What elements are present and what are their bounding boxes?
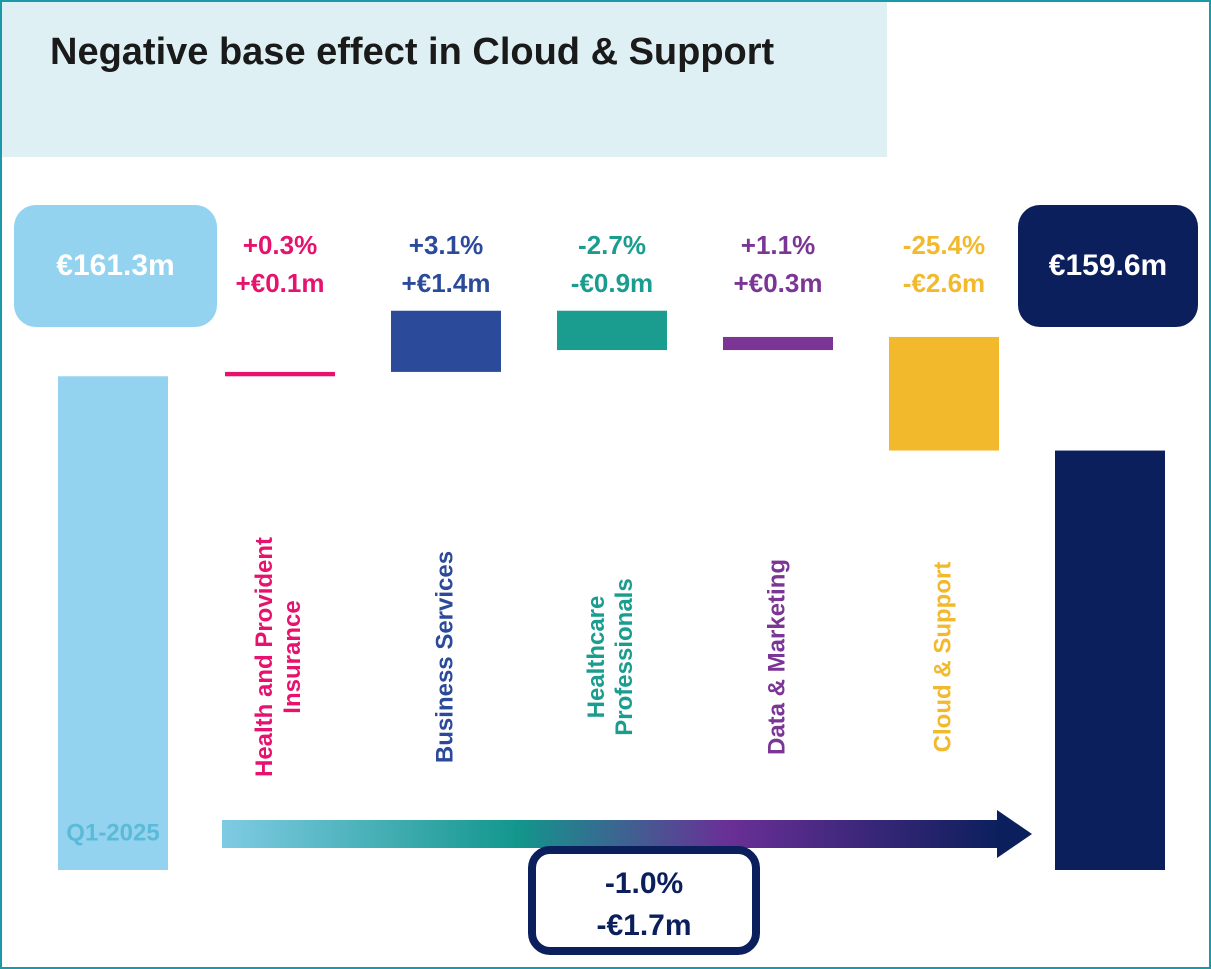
total-label-box [14,205,217,327]
delta-bar [225,371,335,377]
total-label-box [1018,205,1198,327]
value-label: +€0.1m [236,268,325,298]
total-change-value: -€1.7m [596,909,691,942]
total-bar [58,376,168,870]
value-label: +€0.3m [734,268,823,298]
total-change-percent: -1.0% [605,867,683,900]
total-value-label: €159.6m [1049,249,1167,282]
delta-bar [557,310,667,351]
percent-label: -25.4% [903,230,985,260]
value-label: -€0.9m [571,268,653,298]
category-label: Health and ProvidentInsurance [251,537,306,777]
value-label: -€2.6m [903,268,985,298]
category-label: Business Services [431,551,458,763]
total-bar [1055,450,1165,870]
x-tick-label: Q1-2025 [66,819,159,846]
delta-bar [391,310,501,372]
category-label: Data & Marketing [763,559,790,755]
category-label: HealthcareProfessionals [583,578,638,735]
percent-label: +0.3% [243,230,317,260]
value-label: +€1.4m [402,268,491,298]
chart-title: Negative base effect in Cloud & Support [50,31,775,73]
delta-bar [889,336,999,451]
percent-label: +1.1% [741,230,815,260]
percent-label: +3.1% [409,230,483,260]
arrow-shaft [222,820,1002,848]
x-tick-label: Q1-2026 [1063,819,1156,846]
arrow-head [997,810,1032,858]
total-change-box [528,846,760,955]
total-value-label: €161.3m [56,249,174,282]
percent-label: -2.7% [578,230,646,260]
category-label: Cloud & Support [929,562,956,753]
title-box [2,2,887,157]
delta-bar [723,336,833,351]
